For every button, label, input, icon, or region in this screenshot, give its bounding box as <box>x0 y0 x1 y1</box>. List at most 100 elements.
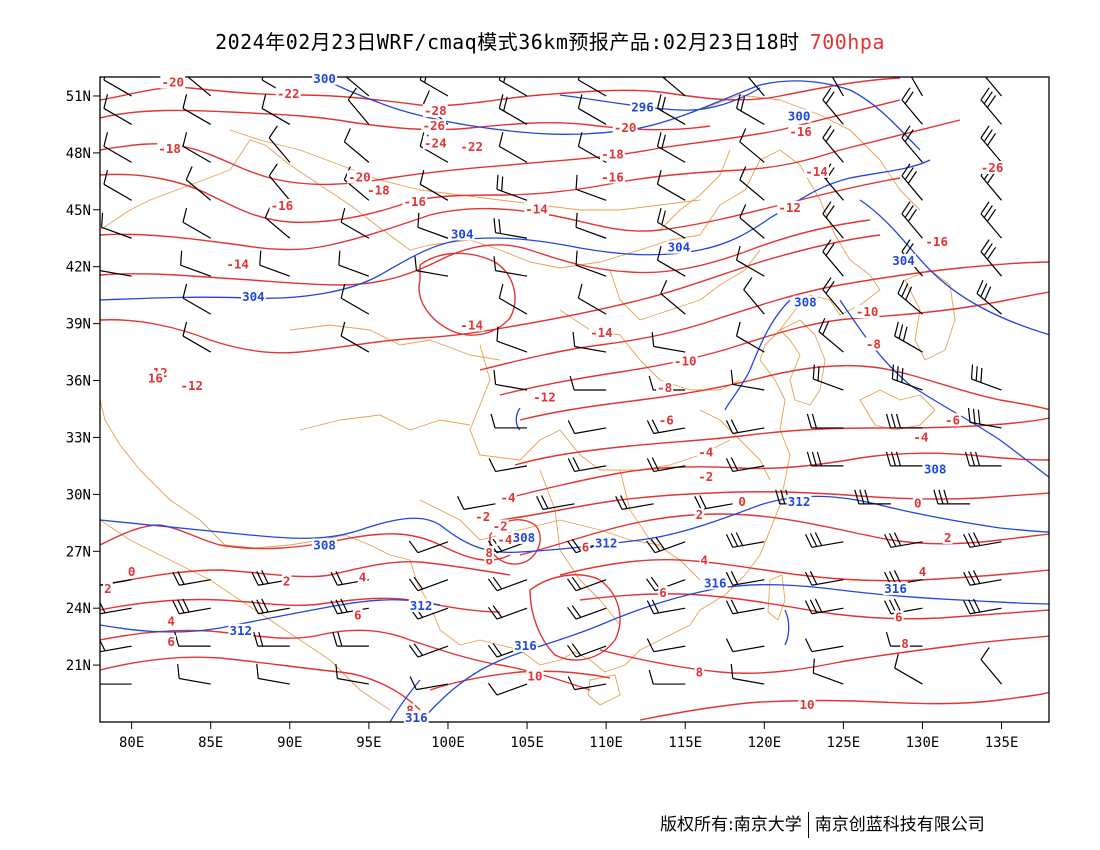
wind-barb <box>901 201 923 239</box>
contour-label: 304 <box>242 289 265 304</box>
lat-tick-label: 33N <box>66 430 91 446</box>
wind-barb <box>567 676 607 691</box>
wind-barb <box>901 87 923 125</box>
wind-barb <box>656 94 686 125</box>
wind-barb <box>487 682 528 696</box>
title-level: 700hpa <box>809 30 885 54</box>
lon-tick-label: 100E <box>431 735 465 751</box>
contour-label: 316 <box>704 575 727 590</box>
contour-label-bg <box>103 582 113 596</box>
map-frame <box>99 76 1050 723</box>
japan-coast-1 <box>904 269 956 361</box>
contour-label: 0 <box>738 494 746 509</box>
wind-barb <box>812 364 844 391</box>
contour-label: 4 <box>919 564 927 579</box>
wind-barb <box>894 653 923 685</box>
contour-label-bg <box>526 669 544 683</box>
wind-barb <box>894 321 923 353</box>
contour-label-bg <box>513 639 538 653</box>
wind-barb <box>182 132 212 163</box>
wind-barb <box>174 631 211 647</box>
contour-label: -4 <box>501 490 516 505</box>
contour-label: -28 <box>424 103 447 118</box>
wind-barb <box>646 457 686 473</box>
wind-barb <box>575 174 607 201</box>
contour-label-bg <box>942 530 953 544</box>
wind-barb <box>910 77 923 97</box>
isotherm--12-w <box>100 234 881 354</box>
contour-304 <box>100 159 931 301</box>
contour-label-bg <box>917 565 928 579</box>
contour-label: -6 <box>945 412 960 427</box>
wind-barb <box>335 663 369 685</box>
contour-label: -8 <box>657 380 672 395</box>
wind-barb <box>182 94 212 125</box>
wind-barb <box>569 375 607 391</box>
contour-label: -16 <box>601 169 624 184</box>
lat-tick-label: 21N <box>66 658 91 674</box>
wind-barb <box>980 239 1003 277</box>
contour-304-e <box>859 199 1049 336</box>
lat-tick-label: 24N <box>66 601 91 617</box>
isotherm--14-south <box>100 219 871 286</box>
contour-label-bg <box>225 257 251 271</box>
contour-316-sw <box>389 679 421 722</box>
wind-barb <box>822 201 844 239</box>
wind-barb <box>487 576 528 592</box>
wind-barb <box>822 277 844 315</box>
contour-label: 8 <box>696 665 704 680</box>
contour-label-bg <box>702 576 728 590</box>
contour-label-bg <box>146 371 164 385</box>
wind-barb <box>575 212 607 239</box>
chart-title: 2024年02月23日WRF/cmaq模式36km预报产品:02月23日18时 7… <box>0 26 1100 55</box>
map-body <box>100 77 1049 722</box>
contour-label: -14 <box>460 317 483 332</box>
contour-label: -8 <box>866 336 881 351</box>
wind-barb <box>656 170 686 201</box>
contour-label: 316 <box>405 710 428 725</box>
contour-label-bg <box>694 665 705 679</box>
isotherm-0 <box>499 491 1049 521</box>
wind-barb <box>963 532 1002 548</box>
wind-barb <box>103 132 132 163</box>
wind-barb <box>498 77 528 97</box>
lat-tick-label: 30N <box>66 487 91 503</box>
wind-barb <box>901 163 923 201</box>
wind-barb <box>976 280 1002 315</box>
coastline-borders <box>100 94 956 711</box>
contour-label-bg <box>943 413 962 427</box>
contour-label-bg <box>511 530 537 544</box>
contour-label-bg <box>786 494 812 508</box>
contour-label-bg <box>157 141 182 155</box>
contour-label-bg <box>449 227 475 241</box>
wind-barb <box>804 598 844 615</box>
wind-barb <box>417 212 449 239</box>
wind-barb <box>340 207 370 239</box>
lon-tick-label: 125E <box>827 735 861 751</box>
wind-barb <box>822 239 844 277</box>
contour-label: -20 <box>161 75 184 90</box>
wind-barb <box>567 457 607 473</box>
contour-label: 308 <box>794 295 817 310</box>
isotherm--14-w <box>100 177 901 251</box>
wind-barb <box>419 170 449 201</box>
wind-barb <box>177 663 211 685</box>
wind-barb <box>419 77 449 97</box>
contour-label-bg <box>793 295 818 309</box>
isotherm-8-w <box>100 656 421 711</box>
isotherm--8 <box>499 291 1049 396</box>
wind-barb <box>259 250 291 277</box>
contour-label-bg <box>312 538 337 552</box>
contour-label-bg <box>697 470 715 484</box>
contour-label-bg <box>798 697 816 711</box>
contour-label: -2 <box>698 469 713 484</box>
copyright-text: 版权所有:南京大学 <box>660 815 802 835</box>
contour-label-bg <box>166 635 176 649</box>
contour-label-bg <box>408 599 434 613</box>
wind-barb <box>897 280 923 315</box>
contour-label: -18 <box>158 141 181 156</box>
wind-barb <box>408 643 449 658</box>
wind-barb <box>818 317 844 353</box>
wind-barb <box>456 496 496 510</box>
